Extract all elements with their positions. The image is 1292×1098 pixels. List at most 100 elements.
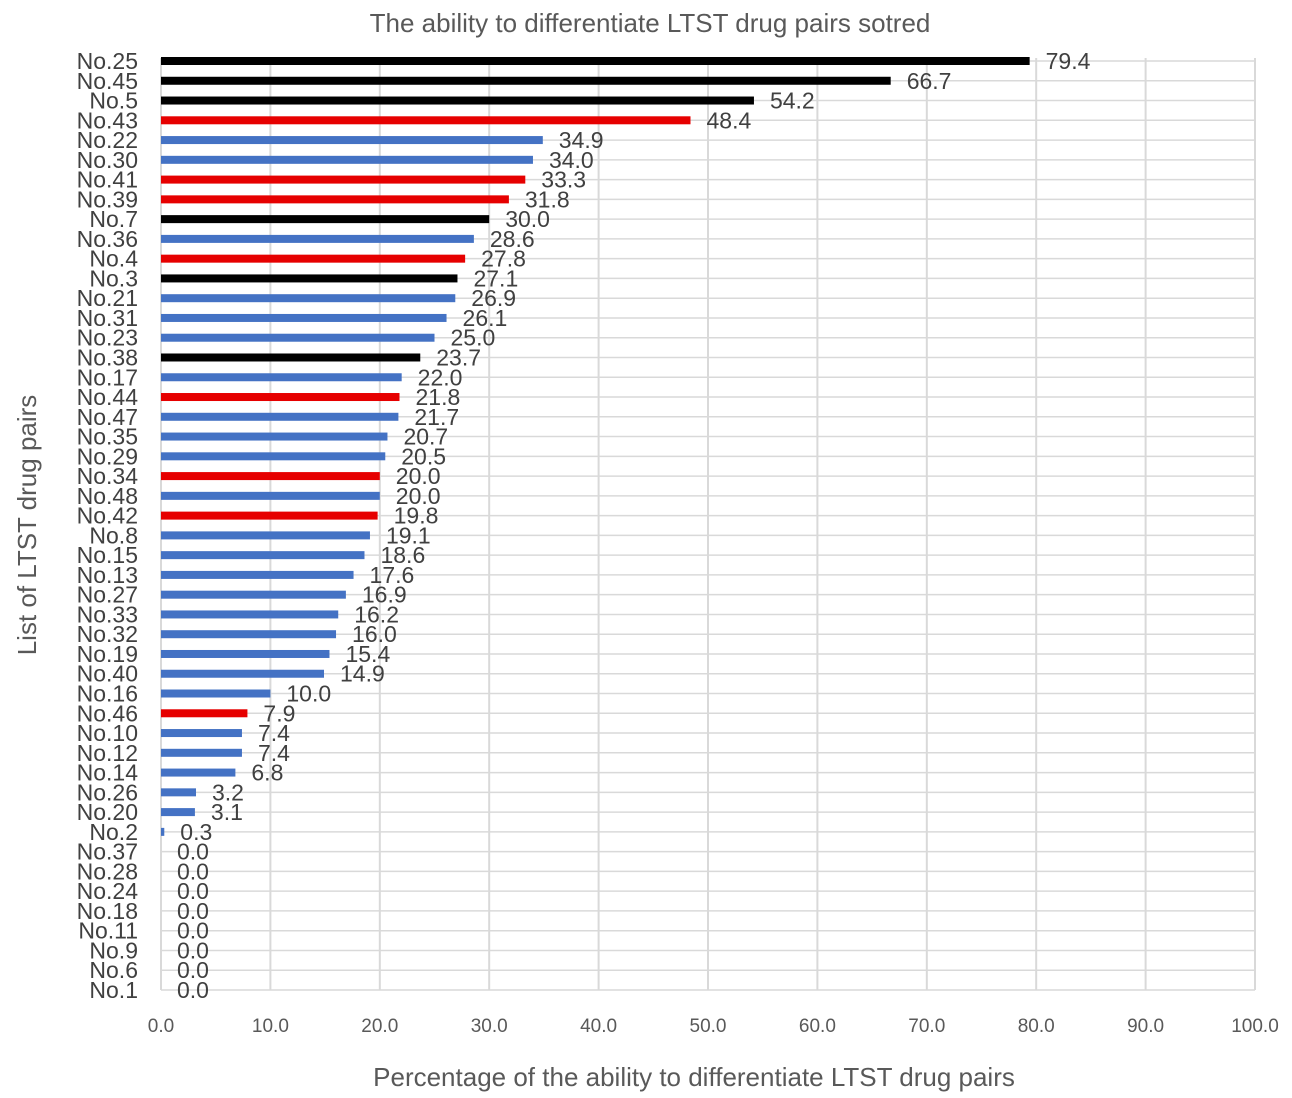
bar xyxy=(161,432,388,441)
category-label: No.18 xyxy=(77,898,138,924)
category-label: No.21 xyxy=(77,285,138,311)
category-label: No.45 xyxy=(77,68,138,94)
data-label: 0.3 xyxy=(180,819,212,845)
category-label: No.23 xyxy=(77,325,138,351)
bar xyxy=(161,234,474,243)
category-label: No.7 xyxy=(89,206,138,232)
category-label: No.25 xyxy=(77,48,138,74)
bar xyxy=(161,294,456,303)
data-label: 54.2 xyxy=(770,88,815,114)
bar xyxy=(161,155,533,164)
data-label: 20.5 xyxy=(401,443,446,469)
bar xyxy=(161,808,195,817)
category-label: No.4 xyxy=(89,246,138,272)
x-tick-label: 40.0 xyxy=(580,1016,617,1037)
category-label: No.43 xyxy=(77,107,138,133)
data-label: 17.6 xyxy=(370,562,415,588)
category-label: No.11 xyxy=(78,918,138,944)
bar xyxy=(161,373,402,382)
data-label: 27.1 xyxy=(473,265,518,291)
data-label: 30.0 xyxy=(505,206,550,232)
data-labels: 79.4 66.7 54.2 48.4 34.934.033.331.830.028.6… xyxy=(177,48,1091,1003)
data-label: 34.9 xyxy=(559,127,604,153)
bar xyxy=(161,630,337,639)
data-label: 0.0 xyxy=(177,957,209,983)
category-label: No.30 xyxy=(77,147,138,173)
bar xyxy=(161,827,165,836)
bar xyxy=(161,729,242,738)
data-label: 19.8 xyxy=(394,503,439,529)
bar xyxy=(161,96,754,105)
category-label: No.26 xyxy=(77,779,138,805)
x-tick-label: 10.0 xyxy=(252,1016,289,1037)
bar xyxy=(161,353,421,362)
x-tick-label: 50.0 xyxy=(690,1016,727,1037)
bar xyxy=(161,511,378,520)
category-label: No.5 xyxy=(89,88,138,114)
data-label: 7.4 xyxy=(258,740,290,766)
data-label: 3.1 xyxy=(211,799,243,825)
data-label: 20.0 xyxy=(396,463,441,489)
category-label: No.35 xyxy=(77,424,138,450)
x-tick-label: 30.0 xyxy=(471,1016,508,1037)
bar xyxy=(161,570,354,579)
bar xyxy=(161,472,380,481)
data-label: 20.0 xyxy=(396,483,441,509)
bar xyxy=(161,768,236,777)
bar xyxy=(161,57,1030,65)
bar xyxy=(161,76,891,85)
x-tick-label: 80.0 xyxy=(1018,1016,1055,1037)
data-label: 0.0 xyxy=(177,977,209,1003)
category-label: No.44 xyxy=(77,384,139,410)
data-label: 19.1 xyxy=(386,522,431,548)
x-tick-label: 0.0 xyxy=(148,1016,174,1037)
bar xyxy=(161,116,691,125)
category-label: No.42 xyxy=(77,503,138,529)
category-label: No.14 xyxy=(77,760,139,786)
data-label: 7.4 xyxy=(258,720,290,746)
data-label: 22.0 xyxy=(418,364,463,390)
category-label: No.39 xyxy=(77,186,138,212)
data-label: 25.0 xyxy=(451,325,496,351)
x-axis-title: Percentage of the ability to differentia… xyxy=(373,1062,1015,1092)
category-label: No.41 xyxy=(77,167,138,193)
x-tick-label: 100.0 xyxy=(1231,1016,1279,1037)
category-label: No.10 xyxy=(77,720,138,746)
data-label: 0.0 xyxy=(177,878,209,904)
bar xyxy=(161,709,248,718)
category-label: No.40 xyxy=(77,661,138,687)
data-label: 21.7 xyxy=(414,404,459,430)
bar xyxy=(161,669,325,678)
bar xyxy=(161,748,242,757)
category-label: No.3 xyxy=(89,265,138,291)
bar xyxy=(161,175,526,184)
data-label: 23.7 xyxy=(436,344,481,370)
x-tick-label: 60.0 xyxy=(799,1016,836,1037)
bars xyxy=(161,57,1030,836)
category-label: No.36 xyxy=(77,226,138,252)
category-label: No.13 xyxy=(77,562,138,588)
bar xyxy=(161,531,370,540)
data-label: 15.4 xyxy=(345,641,390,667)
data-label: 33.3 xyxy=(541,167,586,193)
category-label: No.12 xyxy=(77,740,138,766)
category-label: No.29 xyxy=(77,443,138,469)
bar xyxy=(161,215,490,224)
category-label: No.24 xyxy=(77,878,139,904)
bar xyxy=(161,333,435,342)
y-axis-title: List of LTST drug pairs xyxy=(12,395,42,656)
bar xyxy=(161,491,380,500)
category-label: No.2 xyxy=(89,819,138,845)
category-label: No.6 xyxy=(89,957,138,983)
data-label: 18.6 xyxy=(380,542,425,568)
y-axis-categories: No.25No.45No.5No.43No.22No.30No.41No.39N… xyxy=(77,48,139,1003)
data-label: 16.9 xyxy=(362,582,407,608)
category-label: No.28 xyxy=(77,858,138,884)
category-label: No.38 xyxy=(77,344,138,370)
data-label: 27.8 xyxy=(481,246,526,272)
data-label: 0.0 xyxy=(177,937,209,963)
data-label: 20.7 xyxy=(403,424,448,450)
category-label: No.32 xyxy=(77,621,138,647)
bar xyxy=(161,313,447,322)
data-label: 6.8 xyxy=(251,760,283,786)
